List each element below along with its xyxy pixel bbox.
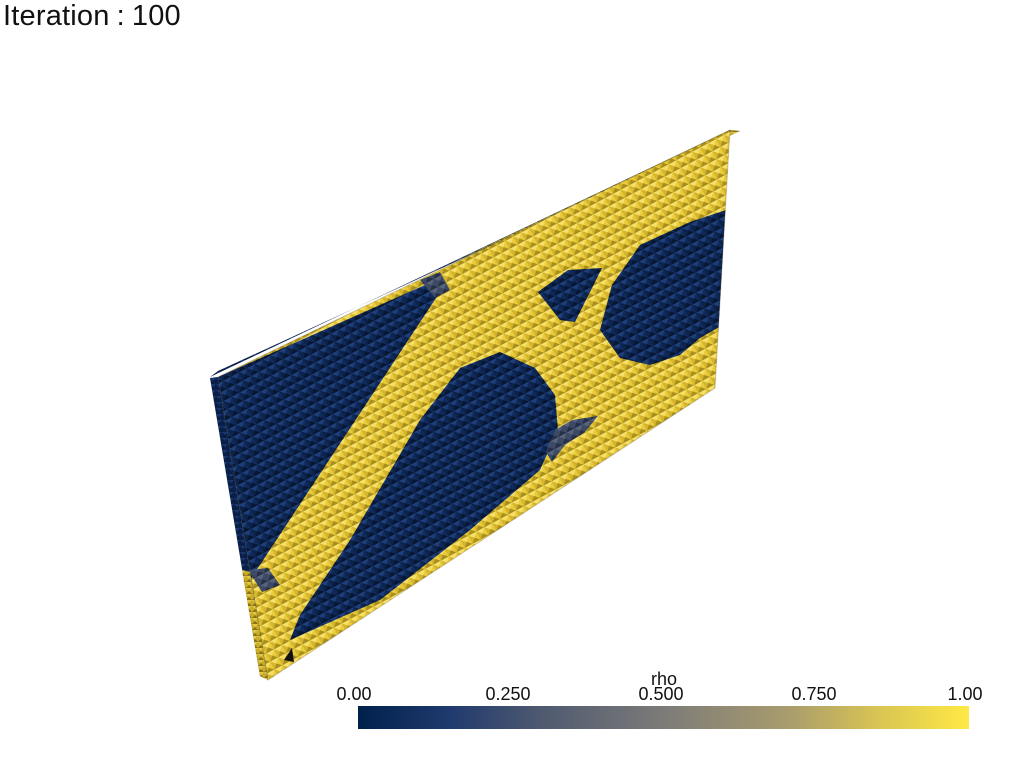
colorbar-tick-4: 1.00 [947, 684, 983, 704]
iteration-label: Iteration [3, 0, 110, 32]
colorbar-tick-2: 0.500 [638, 684, 684, 704]
gray-voxels [546, 416, 598, 462]
colorbar-gradient [358, 706, 969, 729]
corner-marker [284, 648, 294, 662]
void-region-right [600, 208, 730, 365]
colorbar-tick-3: 0.750 [791, 684, 837, 704]
gray-voxels-top [420, 272, 450, 298]
void-region-left [218, 285, 440, 590]
void-region-small [538, 268, 602, 322]
iteration-separator: : [116, 0, 125, 32]
colorbar-tick-1: 0.250 [485, 684, 531, 704]
gray-voxels-bottom-left [248, 568, 280, 592]
plate-left-edge-solid [242, 570, 268, 680]
iteration-title: Iteration:100 [3, 0, 181, 33]
colorbar-tick-0: 0.00 [336, 684, 372, 704]
colorbar-title: rho [650, 669, 678, 689]
iteration-value: 100 [131, 0, 181, 32]
plate-outline [217, 129, 731, 681]
void-region-center [290, 352, 558, 640]
